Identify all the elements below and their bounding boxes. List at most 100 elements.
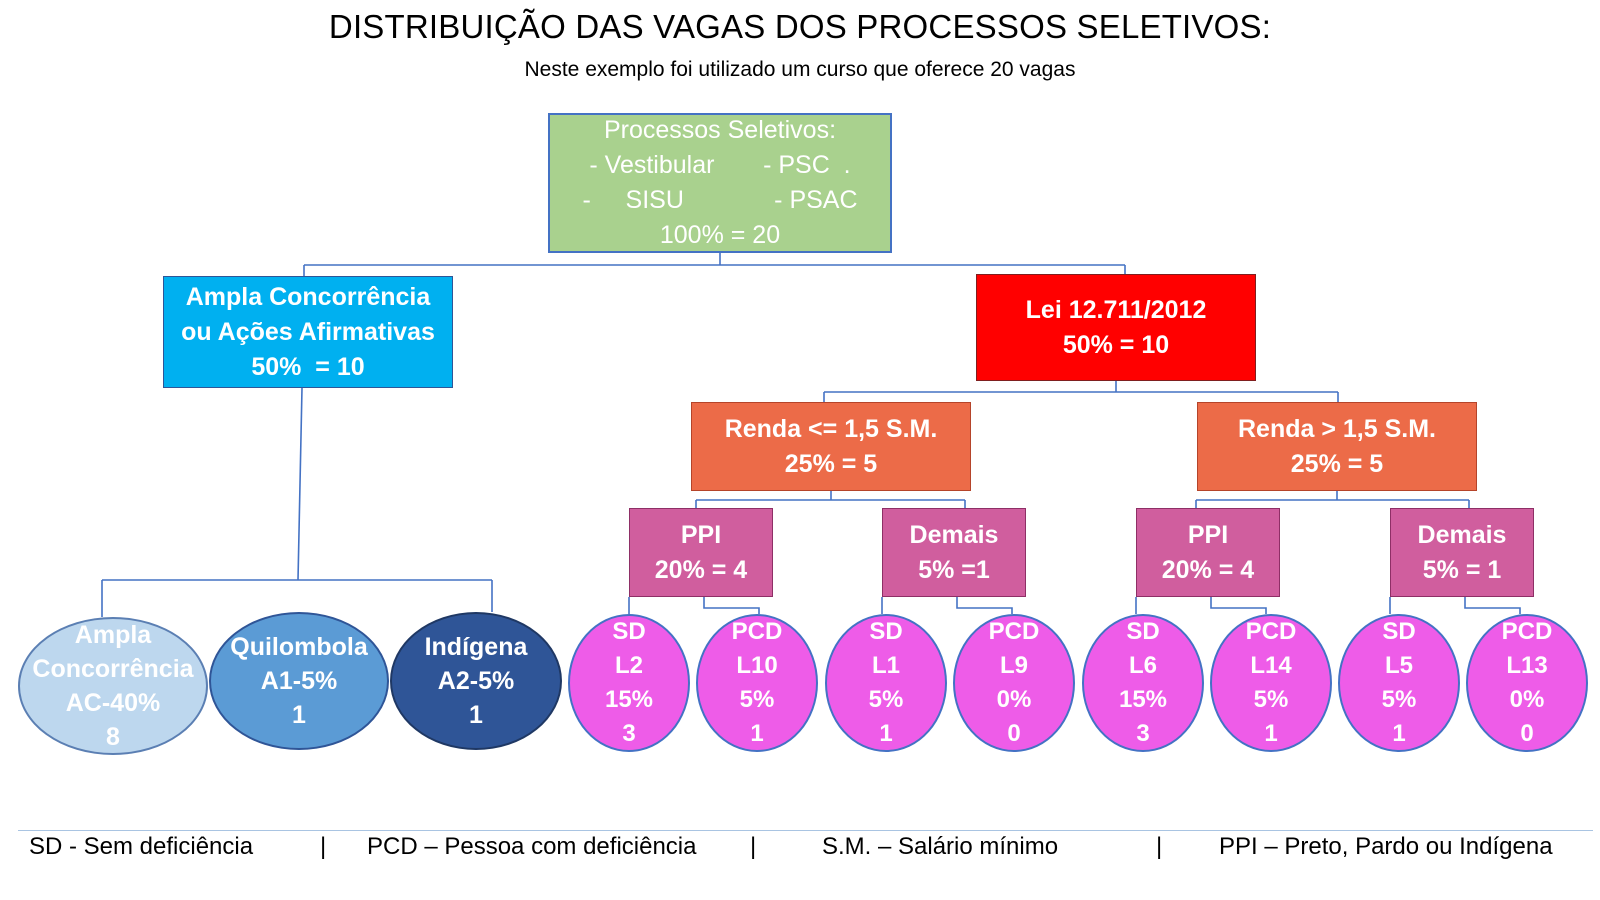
lei-line-2: 50% = 10 <box>1062 330 1170 359</box>
ellipse-line: L5 <box>1384 652 1413 679</box>
node-ampla-concorrencia: Ampla Concorrência ou Ações Afirmativas … <box>163 276 453 388</box>
ellipse-line: L13 <box>1506 652 1548 679</box>
ellipse-quota-l1: SD L1 5% 1 <box>825 614 947 752</box>
group-line-1: PPI <box>680 520 722 549</box>
ellipse-quota-l9: PCD L9 0% 0 <box>953 614 1075 752</box>
ellipse-line: L10 <box>736 652 778 679</box>
ellipse-line: PCD <box>1245 618 1297 645</box>
group-line-2: 20% = 4 <box>654 555 748 584</box>
group-line-2: 5% =1 <box>918 555 990 584</box>
node-ppi-renda-baixa: PPI 20% = 4 <box>629 508 773 597</box>
ellipse-line: 3 <box>1136 720 1150 747</box>
ellipse-line: 8 <box>106 723 120 751</box>
ellipse-line: 1 <box>1392 720 1406 747</box>
ellipse-line: Indígena <box>424 633 528 661</box>
ellipse-line: L1 <box>871 652 900 679</box>
diagram-title: DISTRIBUIÇÃO DAS VAGAS DOS PROCESSOS SEL… <box>328 8 1272 45</box>
ellipse-line: 15% <box>1118 686 1168 713</box>
ellipse-line: Ampla <box>74 621 152 649</box>
connector-g1-right <box>703 597 760 614</box>
ellipse-line: L6 <box>1128 652 1157 679</box>
ampla-line-1: Ampla Concorrência <box>185 282 431 311</box>
node-ppi-renda-alta: PPI 20% = 4 <box>1136 508 1280 597</box>
ellipse-line: 5% <box>1381 686 1417 713</box>
ellipse-line: A2-5% <box>437 667 515 695</box>
connector-ac-down <box>297 387 303 581</box>
ellipse-line: SD <box>1382 618 1416 645</box>
ellipse-line: Concorrência <box>32 655 194 683</box>
ampla-line-2: ou Ações Afirmativas <box>181 317 435 346</box>
node-lei-12711: Lei 12.711/2012 50% = 10 <box>976 274 1256 381</box>
ellipse-line: PCD <box>731 618 783 645</box>
ellipse-line: 5% <box>739 686 775 713</box>
ellipse-quota-l6: SD L6 15% 3 <box>1082 614 1204 752</box>
renda-low-line-2: 25% = 5 <box>784 449 878 478</box>
ellipse-line: SD <box>612 618 646 645</box>
node-demais-renda-baixa: Demais 5% =1 <box>882 508 1026 597</box>
legend-sd: SD - Sem deficiência <box>29 833 254 860</box>
ellipse-line: 0% <box>996 686 1032 713</box>
ellipse-line: 5% <box>1253 686 1289 713</box>
ellipse-quota-l2: SD L2 15% 3 <box>568 614 690 752</box>
ellipse-line: 1 <box>750 720 764 747</box>
ellipse-line: 1 <box>1264 720 1278 747</box>
ellipse-line: Quilombola <box>230 633 368 661</box>
ellipse-quota-l14: PCD L14 5% 1 <box>1210 614 1332 752</box>
ellipse-line: SD <box>1126 618 1160 645</box>
ellipse-line: 3 <box>622 720 636 747</box>
ellipse-line: 0% <box>1509 686 1545 713</box>
legend-divider <box>18 830 1593 831</box>
ellipse-line: 5% <box>868 686 904 713</box>
node-demais-renda-alta: Demais 5% = 1 <box>1390 508 1534 597</box>
connector-g2-right <box>956 597 1013 614</box>
renda-high-line-1: Renda > 1,5 S.M. <box>1238 414 1436 443</box>
ellipse-line: A1-5% <box>260 667 338 695</box>
diagram-subtitle: Neste exemplo foi utilizado um curso que… <box>524 58 1076 81</box>
legend-sm: S.M. – Salário mínimo <box>822 833 1059 860</box>
ellipse-line: 15% <box>604 686 654 713</box>
group-line-1: Demais <box>909 520 999 549</box>
legend-pcd: PCD – Pessoa com deficiência <box>367 833 697 860</box>
ellipse-quota-l10: PCD L10 5% 1 <box>696 614 818 752</box>
ellipse-line: 0 <box>1007 720 1021 747</box>
node-renda-alta: Renda > 1,5 S.M. 25% = 5 <box>1197 402 1477 491</box>
group-line-1: Demais <box>1417 520 1507 549</box>
ellipse-line: L2 <box>614 652 643 679</box>
ellipse-line: SD <box>869 618 903 645</box>
root-line-3: - SISU - PSAC <box>582 186 858 214</box>
ellipse-indigena: Indígena A2-5% 1 <box>390 612 562 750</box>
root-line-2: - Vestibular - PSC . <box>589 151 851 179</box>
ellipse-line: 1 <box>292 701 306 729</box>
ellipse-line: 1 <box>469 701 483 729</box>
renda-low-line-1: Renda <= 1,5 S.M. <box>724 414 938 443</box>
connector-g4-right <box>1464 597 1521 614</box>
legend-ppi: PPI – Preto, Pardo ou Indígena <box>1219 833 1553 860</box>
ellipse-line: AC-40% <box>65 689 161 717</box>
ellipse-quilombola: Quilombola A1-5% 1 <box>209 612 389 750</box>
group-line-1: PPI <box>1187 520 1229 549</box>
ellipse-ampla-concorrencia: Ampla Concorrência AC-40% 8 <box>18 617 208 755</box>
node-renda-baixa: Renda <= 1,5 S.M. 25% = 5 <box>691 402 971 491</box>
ellipse-quota-l5: SD L5 5% 1 <box>1338 614 1460 752</box>
root-node-processos-seletivos: Processos Seletivos: - Vestibular - PSC … <box>548 113 892 253</box>
ampla-line-3: 50% = 10 <box>251 352 365 381</box>
ellipse-line: 0 <box>1520 720 1534 747</box>
renda-high-line-2: 25% = 5 <box>1290 449 1384 478</box>
legend-separator: | <box>750 833 757 860</box>
legend-separator: | <box>1156 833 1163 860</box>
root-line-1: Processos Seletivos: <box>603 116 837 144</box>
ellipse-line: PCD <box>988 618 1040 645</box>
root-line-4: 100% = 20 <box>659 221 781 249</box>
lei-line-1: Lei 12.711/2012 <box>1025 295 1207 324</box>
ellipse-line: L14 <box>1250 652 1292 679</box>
ellipse-line: PCD <box>1501 618 1553 645</box>
ellipse-line: L9 <box>999 652 1028 679</box>
legend-separator: | <box>320 833 327 860</box>
group-line-2: 5% = 1 <box>1422 555 1502 584</box>
connector-g3-right <box>1210 597 1267 614</box>
group-line-2: 20% = 4 <box>1161 555 1255 584</box>
ellipse-quota-l13: PCD L13 0% 0 <box>1466 614 1588 752</box>
ellipse-line: 1 <box>879 720 893 747</box>
